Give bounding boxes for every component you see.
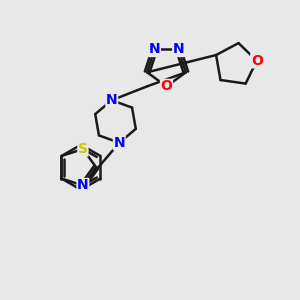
Text: N: N <box>149 43 160 56</box>
Text: O: O <box>160 80 172 93</box>
Text: N: N <box>77 178 89 193</box>
Text: N: N <box>113 136 125 150</box>
Text: S: S <box>78 142 88 156</box>
Text: N: N <box>173 43 184 56</box>
Text: N: N <box>106 93 118 107</box>
Text: O: O <box>251 54 263 68</box>
